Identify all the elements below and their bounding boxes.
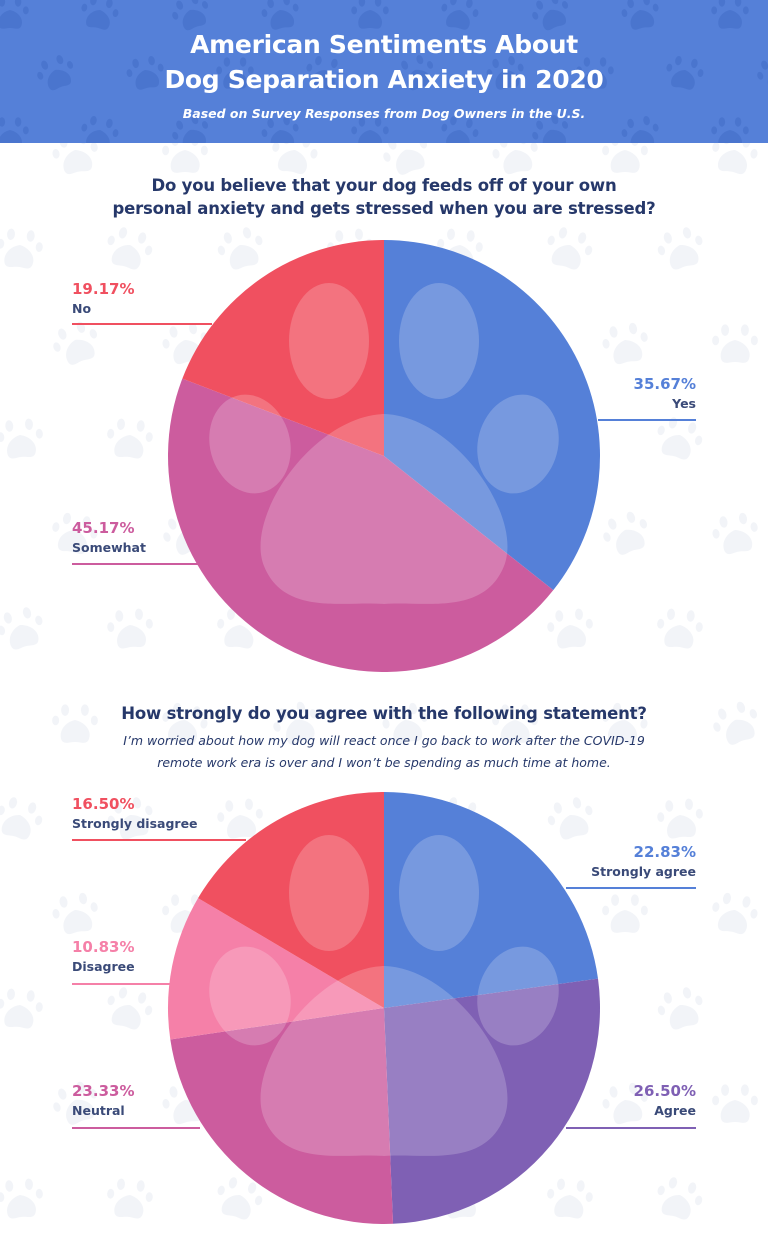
slice-percent: 22.83% (633, 843, 696, 861)
leader-line (72, 1127, 200, 1129)
slice-label: 22.83% Strongly agree (591, 843, 696, 879)
pie-slice-yes (384, 240, 601, 591)
leader-line (72, 839, 246, 841)
subtitle: Based on Survey Responses from Dog Owner… (182, 106, 586, 121)
chart1-question-line-2: personal anxiety and gets stressed when … (112, 199, 656, 218)
leader-line (598, 419, 696, 421)
slice-name: Neutral (72, 1103, 125, 1118)
slice-label: 23.33% Neutral (72, 1082, 134, 1118)
pie-slice-no (182, 240, 384, 456)
leader-line (72, 323, 212, 325)
slice-name: Disagree (72, 959, 135, 974)
leader-line (566, 887, 696, 889)
slice-percent: 35.67% (633, 375, 696, 393)
slice-name: Somewhat (72, 540, 146, 555)
title-line-2: Dog Separation Anxiety in 2020 (164, 65, 604, 94)
slice-percent: 26.50% (633, 1082, 696, 1100)
slice-name: No (72, 301, 92, 316)
pie-slice-neutral (170, 1008, 394, 1224)
slice-label: 35.67% Yes (634, 375, 696, 411)
slice-label: 45.17% Somewhat (72, 519, 146, 555)
slice-percent: 10.83% (72, 938, 135, 956)
paw-print-overlay (209, 835, 559, 1156)
slice-percent: 16.50% (72, 795, 135, 813)
leader-line (72, 983, 172, 985)
pie-slice-strongly-agree (384, 792, 598, 1008)
pie-slice-strongly-disagree (198, 792, 384, 1008)
chart2-statement-line-1: I’m worried about how my dog will react … (123, 733, 645, 748)
slice-percent: 23.33% (72, 1082, 135, 1100)
paw-print-overlay (209, 283, 559, 604)
chart2-statement-line-2: remote work era is over and I won’t be s… (157, 755, 611, 770)
chart1-question-line-1: Do you believe that your dog feeds off o… (151, 176, 617, 195)
slice-label: 26.50% Agree (634, 1082, 696, 1118)
title-line-1: American Sentiments About (190, 30, 578, 59)
slice-name: Agree (654, 1103, 696, 1118)
paw-pattern-header (0, 0, 768, 143)
slice-label: 10.83% Disagree (72, 938, 135, 974)
header-banner: American Sentiments About Dog Separation… (0, 0, 768, 143)
pie-slice-disagree (167, 898, 384, 1040)
slice-label: 19.17% No (72, 280, 134, 316)
slice-name: Strongly agree (591, 864, 696, 879)
pie-slice-agree (384, 978, 600, 1224)
slice-percent: 45.17% (72, 519, 135, 537)
slice-label: 16.50% Strongly disagree (72, 795, 198, 831)
slice-percent: 19.17% (72, 280, 135, 298)
leader-line (566, 1127, 696, 1129)
slice-name: Strongly disagree (72, 816, 198, 831)
pie-slice-somewhat (168, 378, 554, 672)
chart2-question: How strongly do you agree with the follo… (121, 704, 647, 723)
slice-name: Yes (672, 396, 696, 411)
leader-line (72, 563, 200, 565)
